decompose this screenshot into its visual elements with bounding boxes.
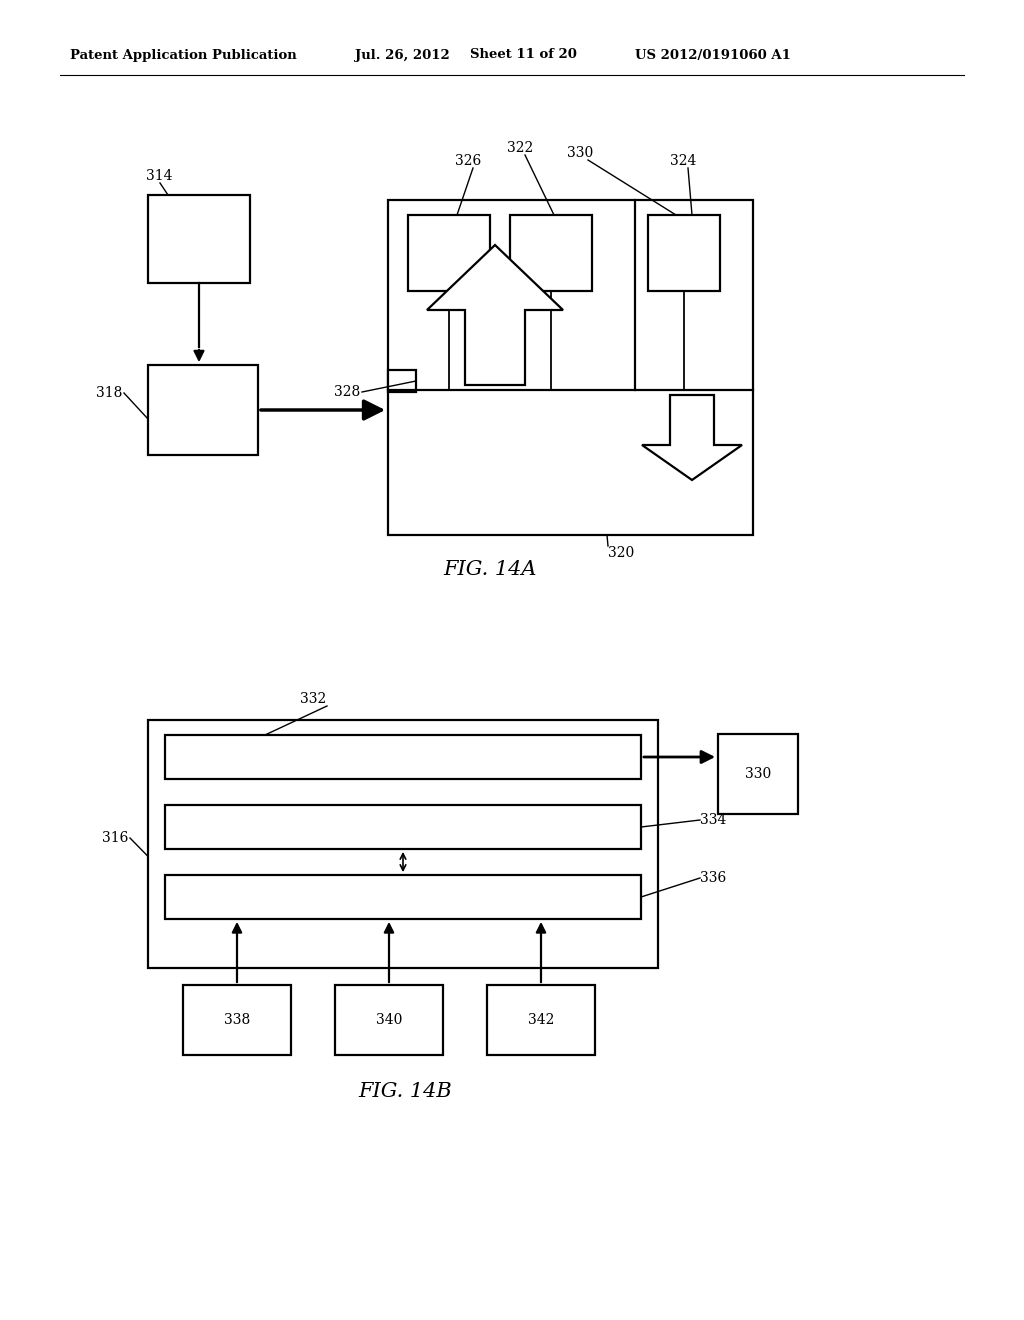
Text: 330: 330 [567,147,593,160]
Bar [718,734,798,814]
Text: 314: 314 [146,169,172,183]
Bar [388,201,753,535]
Text: 322: 322 [507,141,534,154]
Bar [148,719,658,968]
Bar [165,805,641,849]
Polygon shape [427,246,563,385]
Bar [487,985,595,1055]
Text: US 2012/0191060 A1: US 2012/0191060 A1 [635,49,791,62]
Text: 324: 324 [670,154,696,168]
Text: 342: 342 [527,1012,554,1027]
Text: FIG. 14B: FIG. 14B [358,1082,452,1101]
Polygon shape [642,395,742,480]
Text: 328: 328 [334,385,360,399]
Bar [510,215,592,290]
Bar [648,215,720,290]
Text: Patent Application Publication: Patent Application Publication [70,49,297,62]
Bar [148,195,250,282]
Bar [183,985,291,1055]
Text: FIG. 14A: FIG. 14A [443,560,537,579]
Text: 316: 316 [101,832,128,845]
Text: 334: 334 [700,813,726,828]
Text: Jul. 26, 2012: Jul. 26, 2012 [355,49,450,62]
Bar [165,735,641,779]
Bar [165,875,641,919]
Text: Sheet 11 of 20: Sheet 11 of 20 [470,49,577,62]
Text: 338: 338 [224,1012,250,1027]
Text: 340: 340 [376,1012,402,1027]
Text: 330: 330 [744,767,771,781]
Bar [408,215,490,290]
Text: 336: 336 [700,871,726,884]
Bar [148,366,258,455]
Text: 332: 332 [300,692,326,706]
Bar [335,985,443,1055]
Text: 320: 320 [608,546,634,560]
Bar [388,370,416,392]
Text: 318: 318 [95,385,122,400]
Text: 326: 326 [455,154,481,168]
